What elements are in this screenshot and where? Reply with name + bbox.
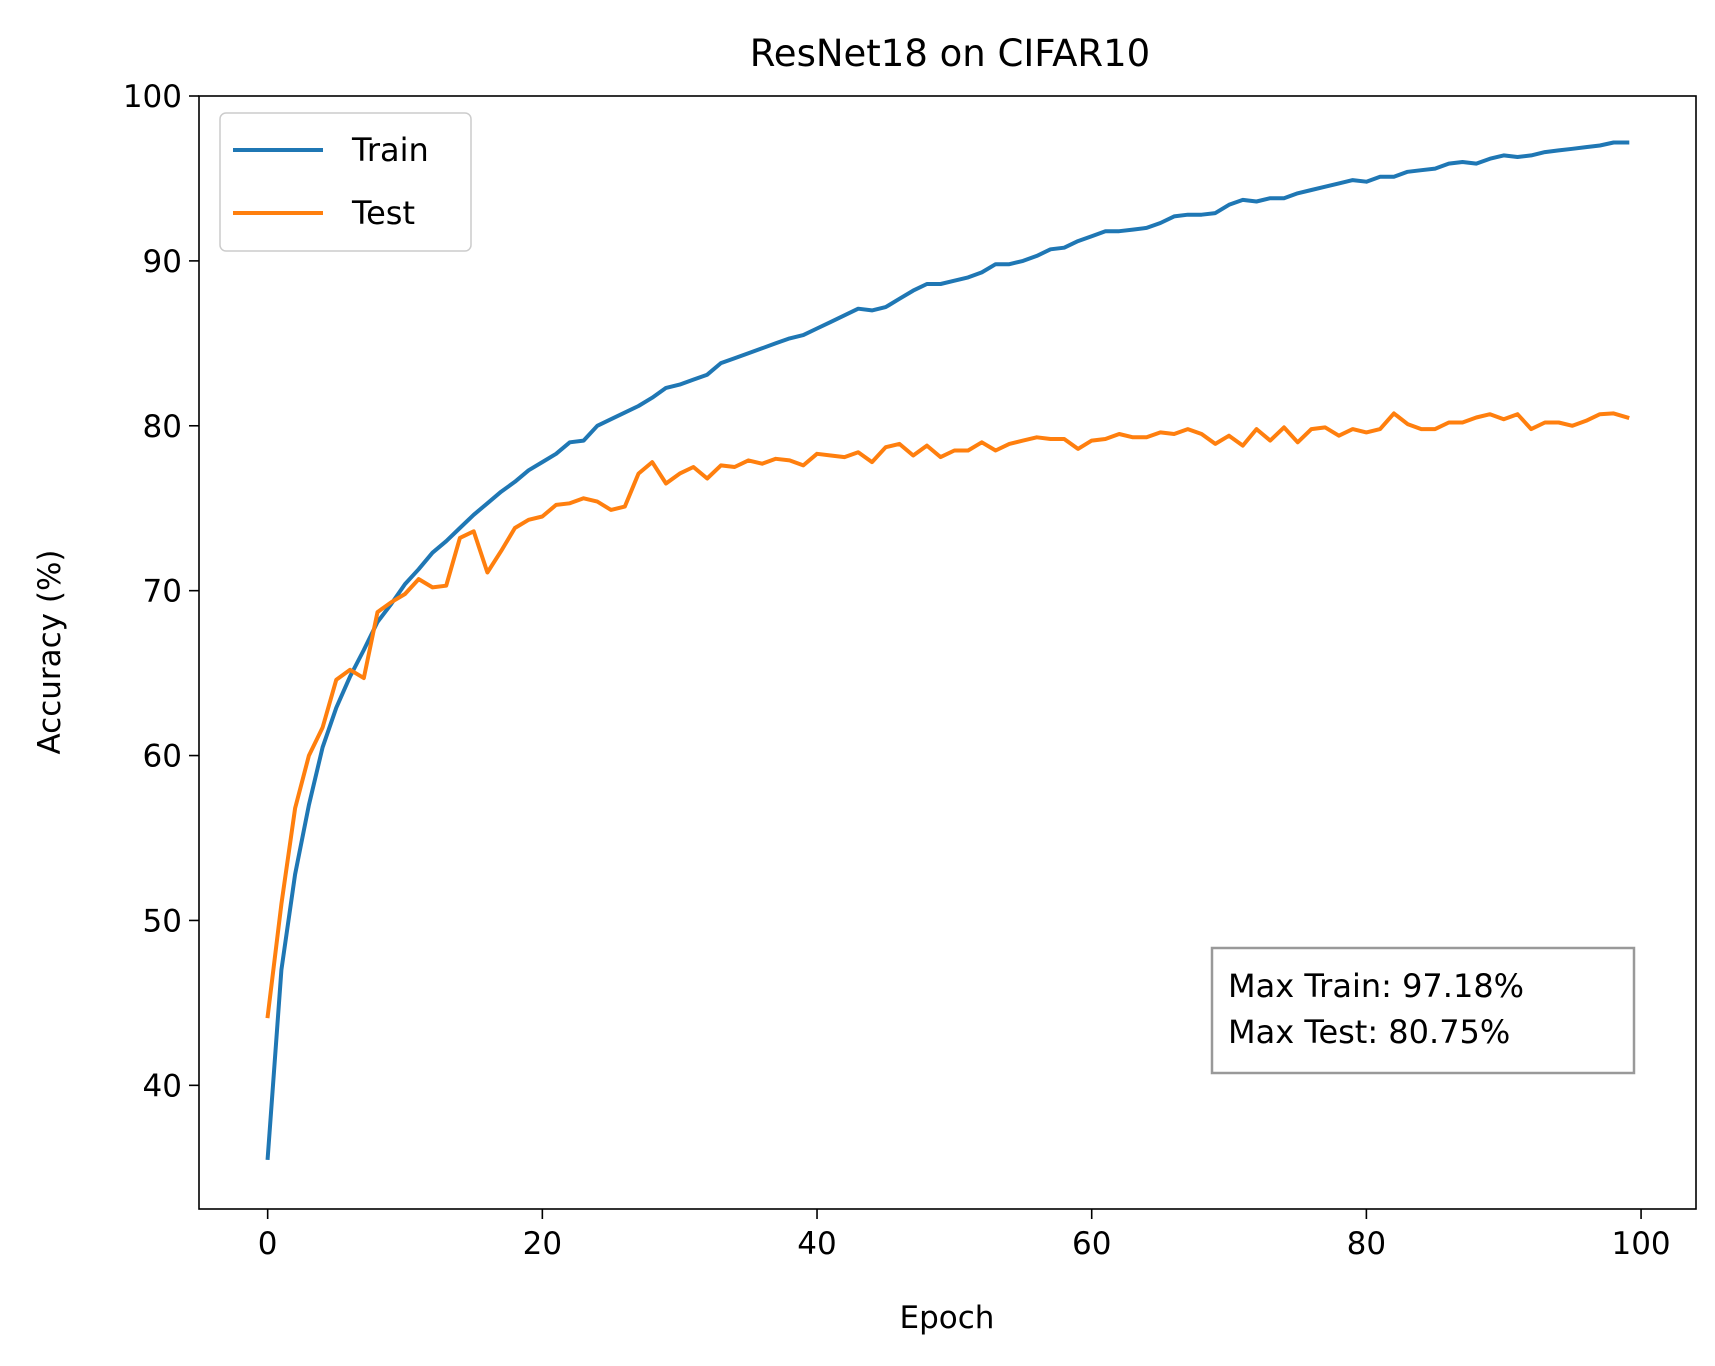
annotation-box <box>1210 946 1636 1075</box>
y-tick-label: 70 <box>143 574 182 610</box>
chart-title: ResNet18 on CIFAR10 <box>750 32 1150 75</box>
y-tick-label: 40 <box>143 1068 182 1104</box>
y-tick-label: 80 <box>143 409 182 445</box>
series-line-test <box>265 411 1630 1019</box>
series-line-train <box>265 140 1630 1161</box>
x-axis: 0 20 40 60 80 100 <box>258 1209 1671 1262</box>
x-axis-label: Epoch <box>900 1300 995 1336</box>
x-tick-label: 100 <box>1611 1226 1670 1262</box>
x-tick-label: 60 <box>1072 1226 1111 1262</box>
series-layer <box>265 140 1630 1161</box>
y-tick-label: 50 <box>143 903 182 939</box>
annotation-max-train: Max Train: 97.18% <box>1228 967 1524 1005</box>
y-axis: 40 50 60 70 80 90 100 <box>123 79 199 1104</box>
plot-area <box>198 95 1697 1210</box>
x-tick-label: 20 <box>523 1226 562 1262</box>
y-tick-label: 90 <box>143 244 182 280</box>
legend: Train Test <box>219 112 472 252</box>
x-tick-label: 80 <box>1347 1226 1386 1262</box>
max-accuracy-annotation: Max Train: 97.18% Max Test: 80.75% <box>1210 946 1636 1075</box>
y-tick-label: 60 <box>143 739 182 775</box>
legend-frame <box>219 112 472 252</box>
legend-label-test: Test <box>351 194 415 232</box>
y-axis-label: Accuracy (%) <box>32 549 68 754</box>
y-tick-label: 100 <box>123 79 182 115</box>
legend-label-train: Train <box>351 131 429 169</box>
annotation-max-test: Max Test: 80.75% <box>1228 1013 1510 1051</box>
x-tick-label: 40 <box>797 1226 836 1262</box>
x-tick-label: 0 <box>258 1226 278 1262</box>
